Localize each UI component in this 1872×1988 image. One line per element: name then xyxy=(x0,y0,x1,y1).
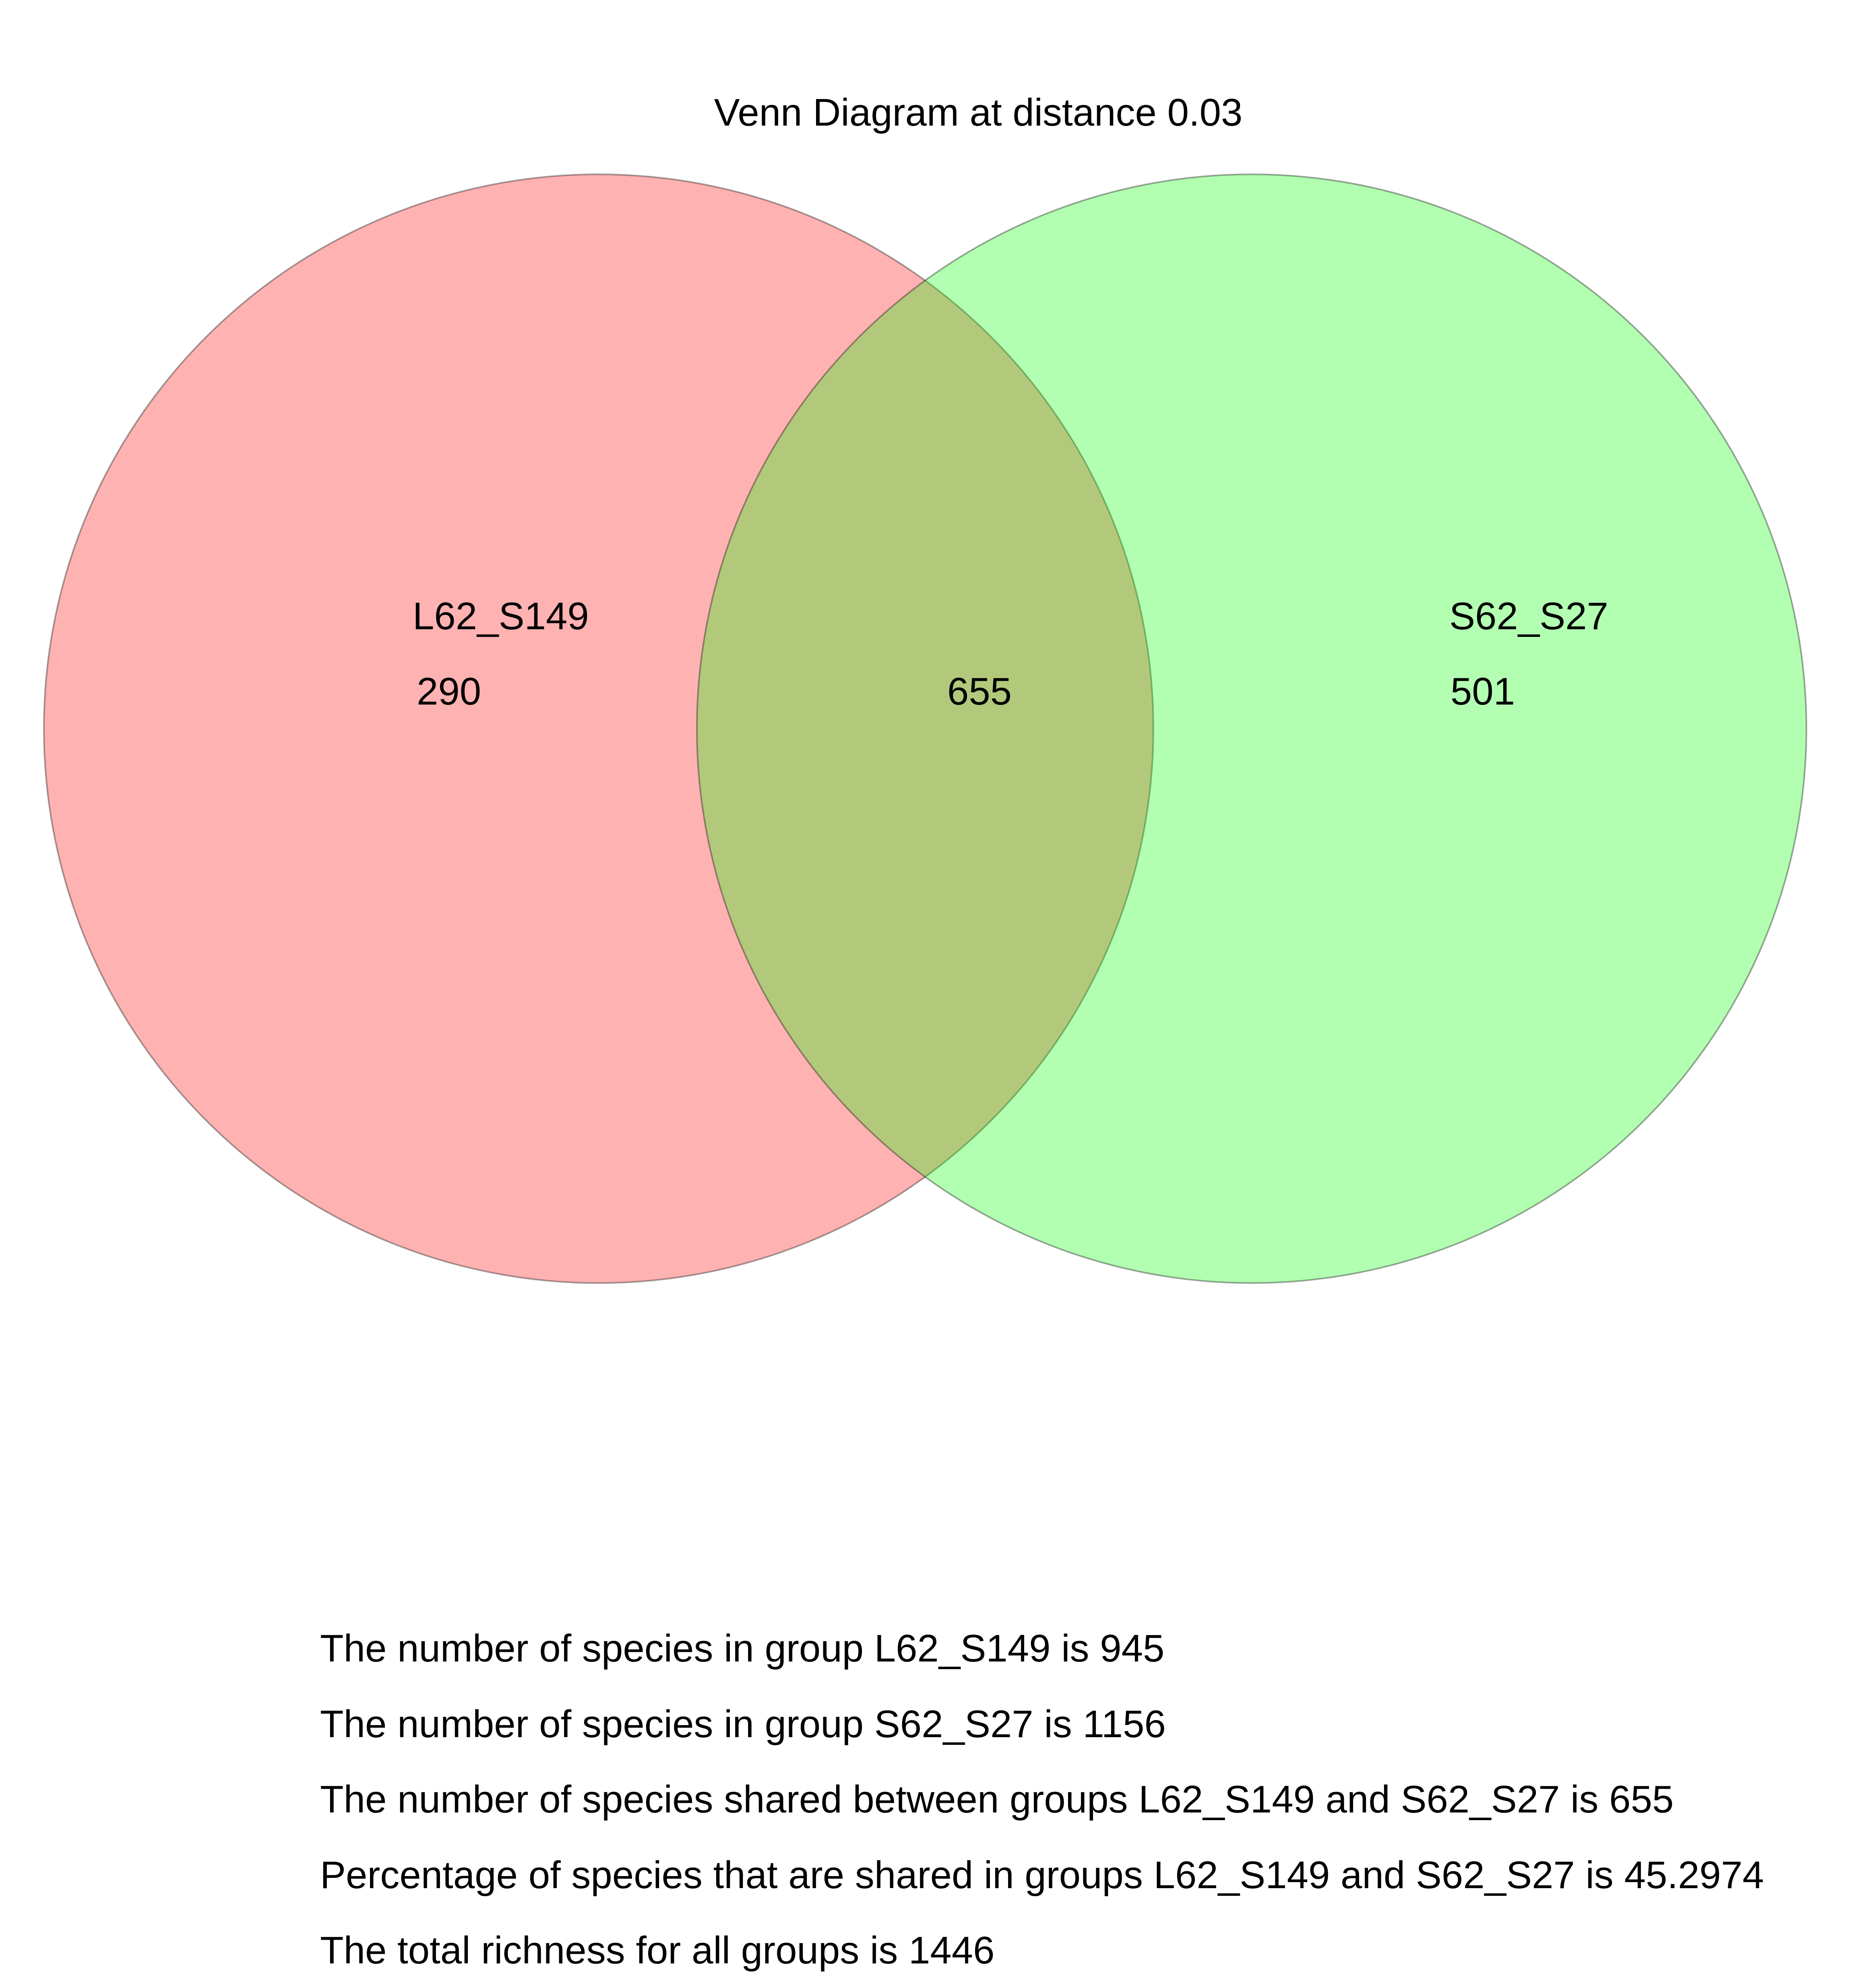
summary-group-b-total: The number of species in group S62_S27 i… xyxy=(320,1703,1166,1746)
summary-shared-total: The number of species shared between gro… xyxy=(320,1778,1674,1821)
summary-shared-percentage: Percentage of species that are shared in… xyxy=(320,1854,1764,1897)
group-a-unique-count: 290 xyxy=(417,670,481,713)
summary-group-a-total: The number of species in group L62_S149 … xyxy=(320,1627,1164,1670)
summary-total-richness: The total richness for all groups is 144… xyxy=(320,1929,995,1972)
group-b-label: S62_S27 xyxy=(1449,595,1608,638)
venn-circle-l62-s149 xyxy=(43,174,1154,1284)
summary-block: The number of species in group L62_S149 … xyxy=(320,1627,1764,1972)
group-a-label: L62_S149 xyxy=(413,595,589,638)
diagram-title: Venn Diagram at distance 0.03 xyxy=(714,91,1243,134)
group-b-unique-count: 501 xyxy=(1450,670,1515,713)
venn-circle-s62-s27 xyxy=(696,174,1807,1284)
shared-count: 655 xyxy=(947,670,1012,713)
venn-diagram: L62_S149 290 655 S62_S27 501 xyxy=(43,174,1807,1284)
